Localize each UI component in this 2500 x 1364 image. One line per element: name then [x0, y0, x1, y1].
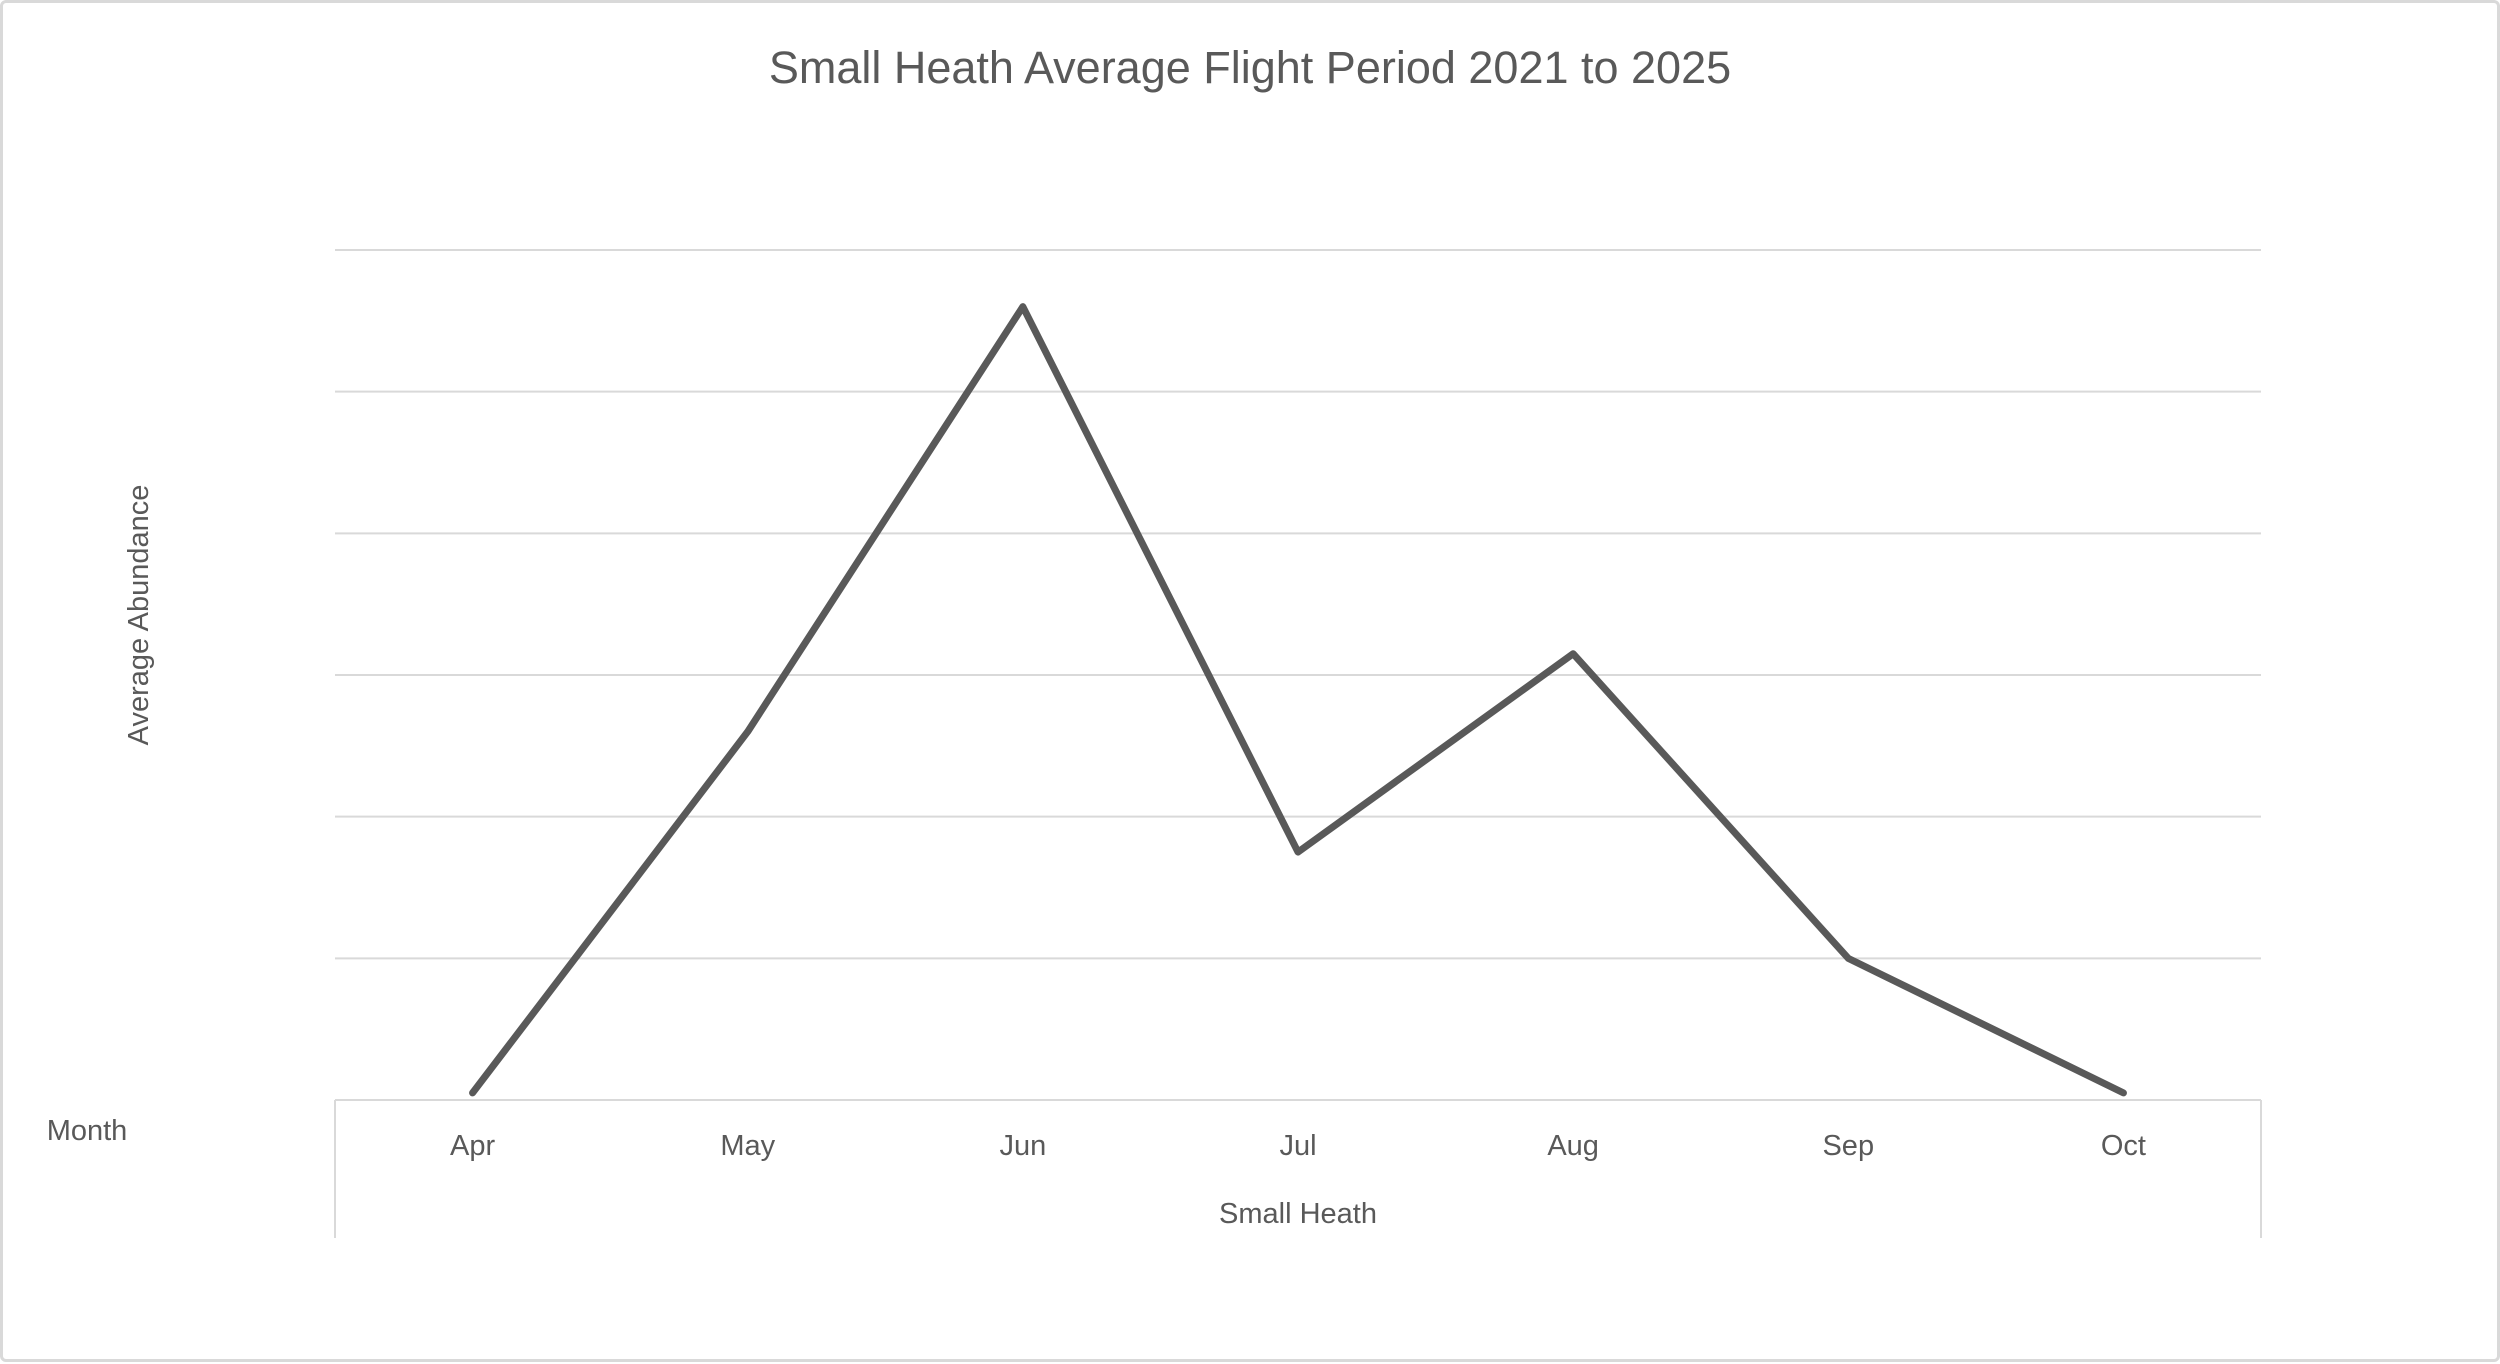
x-axis-label: May [720, 1130, 775, 1162]
x-axis-label: Jul [1279, 1130, 1316, 1162]
y-axis-title: Average Abundance [123, 485, 155, 746]
x-axis-label: Apr [450, 1130, 495, 1162]
x-axis-group-label: Small Heath [1219, 1198, 1377, 1230]
series-line [469, 303, 2127, 1097]
x-axis-label: Sep [1822, 1130, 1874, 1162]
chart-title: Small Heath Average Flight Period 2021 t… [769, 42, 1731, 93]
plot-area: Apr May Jun Jul Aug Sep Oct [334, 249, 2262, 1238]
x-axis-label: Jun [999, 1130, 1046, 1162]
x-axis-field-label: Month [47, 1115, 128, 1147]
line-plot-svg: Small Heath Average Flight Period 2021 t… [47, 42, 2262, 1238]
x-axis-label: Aug [1547, 1130, 1599, 1162]
x-axis-label: Oct [2101, 1130, 2146, 1162]
